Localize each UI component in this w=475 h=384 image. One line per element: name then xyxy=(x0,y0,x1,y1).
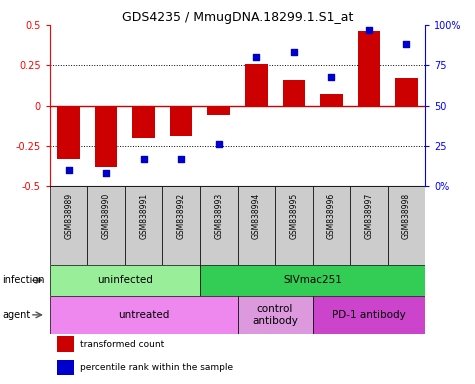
Bar xyxy=(320,94,342,106)
Text: uninfected: uninfected xyxy=(97,275,153,285)
Text: GSM838992: GSM838992 xyxy=(177,192,186,239)
Bar xyxy=(395,78,418,106)
Text: GSM838991: GSM838991 xyxy=(139,192,148,239)
Point xyxy=(253,54,260,60)
Point xyxy=(365,27,372,33)
Bar xyxy=(238,296,313,334)
Bar xyxy=(238,186,275,265)
Bar xyxy=(50,296,238,334)
Bar xyxy=(200,265,425,296)
Bar xyxy=(283,80,305,106)
Bar xyxy=(245,64,267,106)
Text: transformed count: transformed count xyxy=(80,340,164,349)
Text: untreated: untreated xyxy=(118,310,170,320)
Bar xyxy=(57,359,74,375)
Point xyxy=(65,167,72,173)
Bar xyxy=(57,336,74,352)
Text: GSM838995: GSM838995 xyxy=(289,192,298,239)
Text: GSM838998: GSM838998 xyxy=(402,192,411,239)
Bar xyxy=(162,186,200,265)
Bar xyxy=(350,186,388,265)
Point xyxy=(215,141,222,147)
Text: agent: agent xyxy=(2,310,30,320)
Point xyxy=(328,73,335,79)
Point xyxy=(102,170,110,176)
Bar xyxy=(313,186,350,265)
Bar xyxy=(208,106,230,115)
Text: GSM838994: GSM838994 xyxy=(252,192,261,239)
Point xyxy=(290,49,297,55)
Bar xyxy=(133,106,155,138)
Bar xyxy=(125,186,162,265)
Text: GSM838989: GSM838989 xyxy=(64,192,73,239)
Text: percentile rank within the sample: percentile rank within the sample xyxy=(80,363,233,372)
Text: GSM838990: GSM838990 xyxy=(102,192,111,239)
Bar xyxy=(200,186,238,265)
Bar xyxy=(95,106,117,167)
Bar xyxy=(275,186,313,265)
Bar xyxy=(87,186,125,265)
Text: PD-1 antibody: PD-1 antibody xyxy=(332,310,406,320)
Point xyxy=(177,156,185,162)
Text: GSM838993: GSM838993 xyxy=(214,192,223,239)
Bar xyxy=(358,31,380,106)
Title: GDS4235 / MmugDNA.18299.1.S1_at: GDS4235 / MmugDNA.18299.1.S1_at xyxy=(122,11,353,24)
Text: SIVmac251: SIVmac251 xyxy=(283,275,342,285)
Bar xyxy=(50,265,200,296)
Point xyxy=(140,156,147,162)
Bar xyxy=(57,106,80,159)
Text: control
antibody: control antibody xyxy=(252,304,298,326)
Bar xyxy=(170,106,192,136)
Bar xyxy=(388,186,425,265)
Bar xyxy=(50,186,87,265)
Text: GSM838997: GSM838997 xyxy=(364,192,373,239)
Text: GSM838996: GSM838996 xyxy=(327,192,336,239)
Text: infection: infection xyxy=(2,275,45,285)
Bar xyxy=(313,296,425,334)
Point xyxy=(402,41,410,47)
